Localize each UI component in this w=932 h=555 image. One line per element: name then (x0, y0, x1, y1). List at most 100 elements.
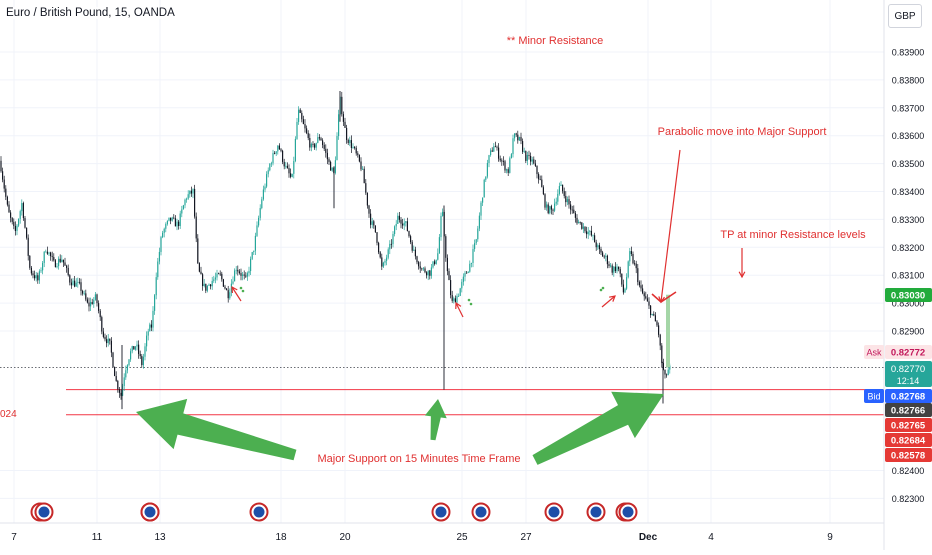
candle-body (72, 280, 74, 286)
candle-body (221, 273, 223, 280)
candle-body (109, 338, 111, 341)
signal-dot (239, 286, 243, 290)
candle-body (283, 161, 285, 167)
candle-body (661, 345, 663, 364)
ask-tag: Ask (866, 348, 882, 358)
candle-body (654, 315, 656, 322)
candle-body (370, 213, 372, 225)
candle-body (645, 296, 647, 299)
time-tick-label: 4 (708, 532, 714, 543)
candle-body (445, 236, 447, 258)
candle-body (5, 188, 7, 197)
candle-body (357, 153, 359, 155)
signal-dot (601, 286, 605, 290)
candle-body (323, 144, 325, 149)
candle-body (75, 282, 77, 287)
candle-body (598, 245, 600, 250)
candle-body (330, 161, 332, 171)
support-price-badge-bg (885, 418, 932, 432)
candle-body (165, 224, 167, 229)
candle-body (408, 231, 410, 237)
candle-body (229, 292, 231, 299)
candle-body (61, 259, 63, 262)
price-tick-label: 0.83800 (892, 75, 925, 85)
candle-body (21, 203, 23, 212)
candle-body (626, 277, 628, 289)
candle-body (531, 159, 533, 162)
candle-body (99, 310, 101, 318)
candle-body (574, 213, 576, 218)
candle-body (56, 266, 58, 268)
candle-body (606, 255, 608, 265)
candle-body (211, 280, 213, 287)
candle-body (146, 335, 148, 347)
candle-body (126, 365, 128, 371)
candle-body (246, 273, 248, 277)
candle-body (54, 260, 56, 268)
candle-body (483, 179, 485, 198)
price-tick-label: 0.83900 (892, 48, 925, 58)
candle-body (422, 268, 424, 270)
candle-body (610, 265, 612, 267)
event-flag-core (38, 506, 50, 518)
candle-body (253, 250, 255, 253)
time-tick-label: 9 (827, 532, 833, 543)
candle-body (10, 212, 12, 218)
candle-body (490, 150, 492, 156)
candle-body (446, 257, 448, 272)
candle-body (363, 168, 365, 184)
candle-body (173, 217, 175, 219)
candle-body (83, 293, 85, 295)
candle-body (646, 298, 648, 302)
candle-body (379, 252, 381, 258)
candle-body (280, 149, 282, 151)
price-tick-label: 0.83600 (892, 131, 925, 141)
candle-body (440, 215, 442, 238)
candle-body (243, 274, 245, 276)
candle-body (602, 252, 604, 257)
candle-body (482, 197, 484, 203)
candle-body (518, 136, 520, 141)
candle-body (400, 219, 402, 224)
candle-body (51, 256, 53, 258)
candle-body (198, 263, 200, 272)
candle-body (376, 232, 378, 243)
ask-price-badge-bg (885, 345, 932, 359)
candle-body (603, 256, 605, 258)
candle-body (154, 295, 156, 311)
candle-body (477, 228, 479, 240)
candle-body (13, 221, 15, 226)
small-red-arrow (601, 295, 616, 308)
parabolic-arrow (660, 149, 681, 303)
price-tick-label: 0.82900 (892, 327, 925, 337)
candle-body (29, 255, 31, 268)
candle-body (349, 140, 351, 143)
candle-body (386, 257, 388, 261)
candle-body (88, 302, 90, 307)
candle-body (469, 263, 471, 272)
price-tick-label: 0.83400 (892, 187, 925, 197)
minor-resistance-label: ** Minor Resistance (507, 35, 604, 47)
candle-body (600, 249, 602, 253)
dark-price-badge: 0.82766 (891, 406, 925, 417)
candle-body (659, 334, 661, 346)
candle-body (290, 173, 292, 177)
candle-body (472, 248, 474, 263)
candle-body (416, 256, 418, 263)
candle-body (2, 171, 4, 180)
candle-body (384, 260, 386, 263)
candle-body (346, 127, 348, 140)
candle-body (0, 160, 2, 172)
major-support-label: Major Support on 15 Minutes Time Frame (318, 453, 521, 465)
time-axis[interactable]: 7 11 13 18 20 25 27 Dec 4 9 (0, 522, 884, 543)
candle-body (320, 138, 322, 141)
price-axis[interactable]: 0.83900 0.83800 0.83700 0.83600 0.83500 0.834… (864, 0, 932, 550)
candle-body (403, 222, 405, 226)
currency-selector[interactable]: GBP (888, 4, 922, 28)
candle-body (506, 169, 508, 171)
candle-body (358, 154, 360, 162)
candle-body (410, 236, 412, 243)
candle-body (219, 273, 221, 275)
